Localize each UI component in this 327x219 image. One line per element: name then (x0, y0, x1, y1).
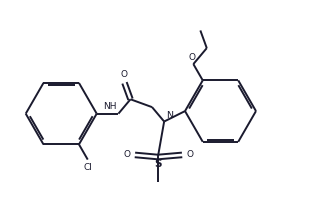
Text: N: N (166, 111, 173, 120)
Text: O: O (188, 53, 195, 62)
Text: O: O (124, 150, 131, 159)
Text: Cl: Cl (83, 163, 92, 172)
Text: O: O (186, 150, 193, 159)
Text: O: O (120, 71, 127, 79)
Text: NH: NH (103, 102, 116, 111)
Text: S: S (154, 159, 162, 169)
